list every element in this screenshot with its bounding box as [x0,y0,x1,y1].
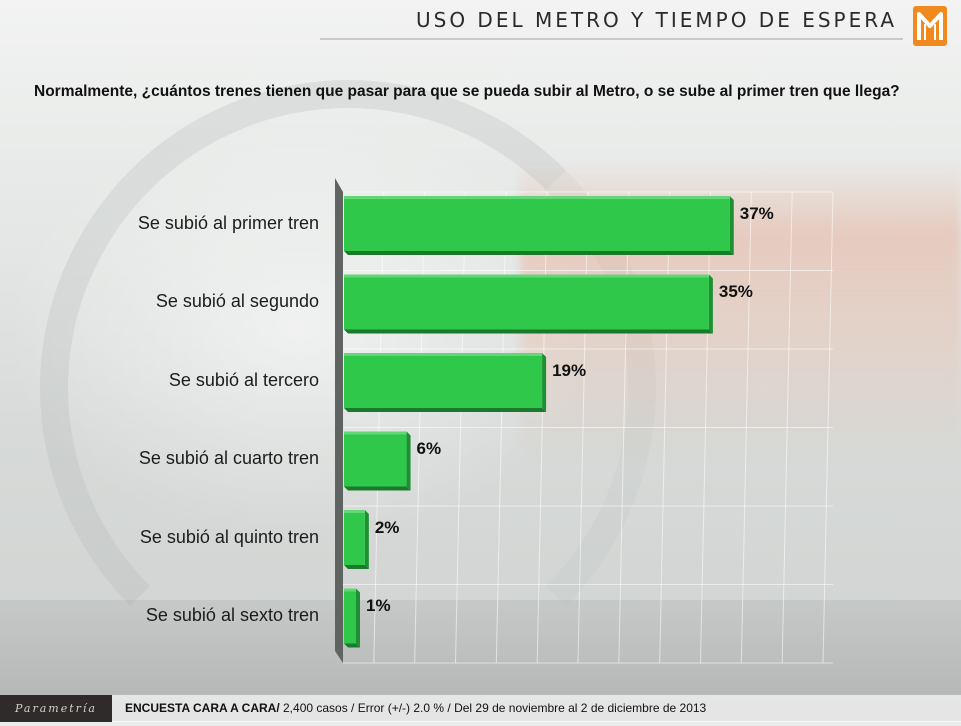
bar [344,196,730,251]
header-divider [320,38,903,40]
bar-depth [542,353,547,412]
metro-logo-icon [917,12,943,40]
footer-bar: Parametría ENCUESTA CARA A CARA/ 2,400 c… [0,694,961,722]
bar [344,431,407,487]
bar [344,510,365,565]
bar-bottom [344,408,547,412]
bar-highlight [344,588,356,592]
bar-highlight [344,431,407,435]
bar-depth [406,431,411,491]
survey-info: ENCUESTA CARA A CARA/ 2,400 casos / Erro… [125,701,706,715]
bar-bottom [344,565,369,569]
bar-bottom [344,643,360,648]
category-label: Se subió al cuarto tren [138,448,319,468]
metro-logo [913,6,947,46]
category-label: Se subió al quinto tren [139,526,319,547]
data-label: 1% [366,596,391,615]
page-title: USO DEL METRO Y TIEMPO DE ESPERA [415,8,897,32]
bar-depth [708,274,713,334]
bar-depth [364,510,369,569]
bar-depth [729,196,734,255]
grid [343,191,834,664]
category-label: Se subió al primer tren [137,212,319,233]
category-label: Se subió al segundo [155,291,319,311]
bar-depth [356,588,360,648]
bar-bottom [344,329,713,334]
bar [344,274,709,330]
data-label: 2% [374,517,400,537]
bar-highlight [344,274,709,278]
bar [344,588,356,644]
survey-type: ENCUESTA CARA A CARA/ [125,701,280,715]
data-label: 37% [739,203,774,223]
survey-question: Normalmente, ¿cuántos trenes tienen que … [34,83,900,100]
data-label: 6% [416,439,442,458]
axis-wall [335,178,343,663]
data-label: 35% [718,282,753,301]
category-label: Se subió al tercero [168,369,319,390]
bar-bottom [344,251,734,255]
data-label: 19% [552,360,587,380]
bar-highlight [344,353,543,356]
bar [344,353,543,408]
bar-bottom [344,486,411,491]
bar-highlight [344,510,365,513]
category-label: Se subió al sexto tren [145,605,319,625]
bar-highlight [344,196,730,199]
brand-logo: Parametría [0,695,112,722]
survey-details: 2,400 casos / Error (+/-) 2.0 % / Del 29… [279,701,707,715]
